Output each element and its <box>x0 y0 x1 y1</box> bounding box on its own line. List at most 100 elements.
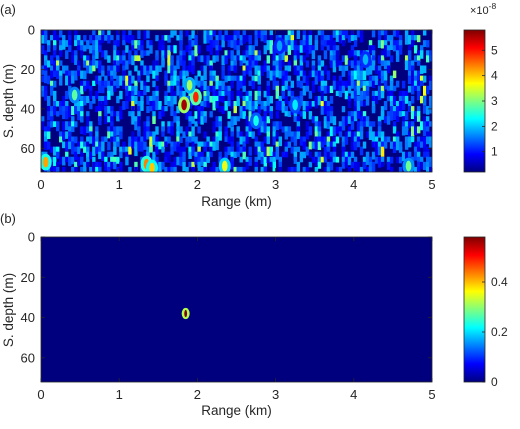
heatmap-a-cell <box>353 65 358 71</box>
heatmap-a-cell <box>245 50 249 58</box>
heatmap-a-cell <box>224 101 228 111</box>
heatmap-a-cell <box>68 30 72 36</box>
heatmap-a-cell <box>80 85 84 95</box>
heatmap-a-cell <box>374 146 379 156</box>
heatmap-a-cell <box>251 131 255 139</box>
heatmap-a-cell <box>170 166 174 172</box>
heatmap-a-cell <box>401 95 406 102</box>
heatmap-a-cell <box>395 116 400 123</box>
heatmap-a-cell <box>380 156 385 166</box>
heatmap-a-cell <box>356 111 361 119</box>
heatmap-a-cell <box>413 45 418 54</box>
heatmap-a-cell <box>287 45 292 55</box>
heatmap-a-cell <box>266 126 270 135</box>
heatmap-a-cell <box>161 141 165 149</box>
heatmap-a-cell <box>80 95 84 104</box>
heatmap-a-cell <box>416 166 421 172</box>
heatmap-a-cell <box>206 85 210 94</box>
heatmap-a-cell <box>185 136 189 145</box>
heatmap-a-cell <box>104 116 108 125</box>
heatmap-a-cell <box>380 131 385 139</box>
heatmap-a-cell <box>257 70 261 77</box>
heatmap-a-cell <box>74 161 78 172</box>
heatmap-a-cell <box>407 101 412 110</box>
heatmap-a-cell <box>113 80 117 89</box>
heatmap-a-cell <box>122 55 126 63</box>
heatmap-a-cell <box>77 146 81 155</box>
heatmap-a-cell <box>353 40 358 47</box>
heatmap-a-cell <box>260 116 264 125</box>
heatmap-a-cell <box>188 60 192 70</box>
heatmap-a-cell <box>230 126 234 136</box>
heatmap-a-cell <box>164 151 168 159</box>
heatmap-a-cell <box>131 101 135 110</box>
heatmap-a-cell <box>332 75 337 82</box>
heatmap-a-cell <box>425 161 430 171</box>
heatmap-a-cell <box>287 30 292 37</box>
heatmap-a-cell <box>131 85 135 92</box>
heatmap-a-cell <box>53 166 57 172</box>
heatmap-a-cell <box>155 101 159 111</box>
heatmap-a-cell <box>80 126 84 135</box>
heatmap-a-cell <box>155 90 159 101</box>
heatmap-a-cell <box>275 65 280 72</box>
heatmap-a-cell <box>95 35 99 41</box>
heatmap-a-cell <box>419 45 424 54</box>
heatmap-a-hotspot <box>149 162 155 172</box>
heatmap-a-cell <box>161 111 165 117</box>
heatmap-a-cell <box>179 151 183 161</box>
heatmap-a-cell <box>338 65 343 71</box>
heatmap-a-cell <box>332 80 337 90</box>
heatmap-a-cell <box>398 166 403 172</box>
heatmap-a-cell <box>380 136 385 144</box>
heatmap-a-cell <box>284 131 289 140</box>
heatmap-a-cell <box>209 30 213 36</box>
heatmap-a-cell <box>323 121 328 129</box>
heatmap-a-cell <box>353 50 358 60</box>
heatmap-a-cell <box>362 85 367 96</box>
heatmap-a-cell <box>149 101 153 109</box>
x-tick-label: 3 <box>272 387 279 402</box>
heatmap-a-cell <box>314 166 319 172</box>
heatmap-a-cell <box>209 141 213 151</box>
heatmap-a-cell <box>239 146 243 154</box>
heatmap-a-cell <box>275 85 280 92</box>
heatmap-a-cell <box>182 90 186 99</box>
heatmap-a-cell <box>254 101 258 110</box>
heatmap-a-cell <box>119 55 123 64</box>
heatmap-a-cell <box>377 146 382 156</box>
heatmap-a-cell <box>149 141 153 152</box>
heatmap-a-cell <box>65 90 69 100</box>
heatmap-a-cell <box>209 40 213 50</box>
heatmap-a-cell <box>170 65 174 75</box>
heatmap-a-cell <box>299 111 304 117</box>
heatmap-a-cell <box>353 131 358 141</box>
heatmap-a-cell <box>260 166 264 172</box>
heatmap-a-cell <box>263 45 267 55</box>
heatmap-a-cell <box>398 156 403 164</box>
heatmap-a-cell <box>311 60 316 68</box>
heatmap-a-cell <box>263 136 267 144</box>
heatmap-a-cell <box>218 80 222 88</box>
heatmap-a-cell <box>425 85 430 95</box>
heatmap-a-cell <box>191 126 195 137</box>
heatmap-a-cell <box>374 65 379 75</box>
heatmap-a-cell <box>65 141 69 152</box>
colorbar-tick-label: 4 <box>491 69 498 83</box>
heatmap-a-cell <box>113 156 117 165</box>
heatmap-a-cell <box>83 80 87 89</box>
heatmap-a-cell <box>104 75 108 85</box>
heatmap-a-cell <box>200 141 204 147</box>
heatmap-a-cell <box>104 95 108 106</box>
heatmap-a-cell <box>152 116 156 125</box>
heatmap-a-cell <box>332 136 337 143</box>
heatmap-a-cell <box>368 40 373 51</box>
heatmap-a-cell <box>203 116 207 123</box>
heatmap-a-cell <box>329 60 334 68</box>
heatmap-a-cell <box>338 75 343 85</box>
heatmap-a-cell <box>170 101 174 108</box>
heatmap-a-hotspot <box>71 89 78 101</box>
heatmap-a-cell <box>212 141 216 151</box>
heatmap-a-cell <box>182 50 186 57</box>
heatmap-a-cell <box>302 55 307 63</box>
